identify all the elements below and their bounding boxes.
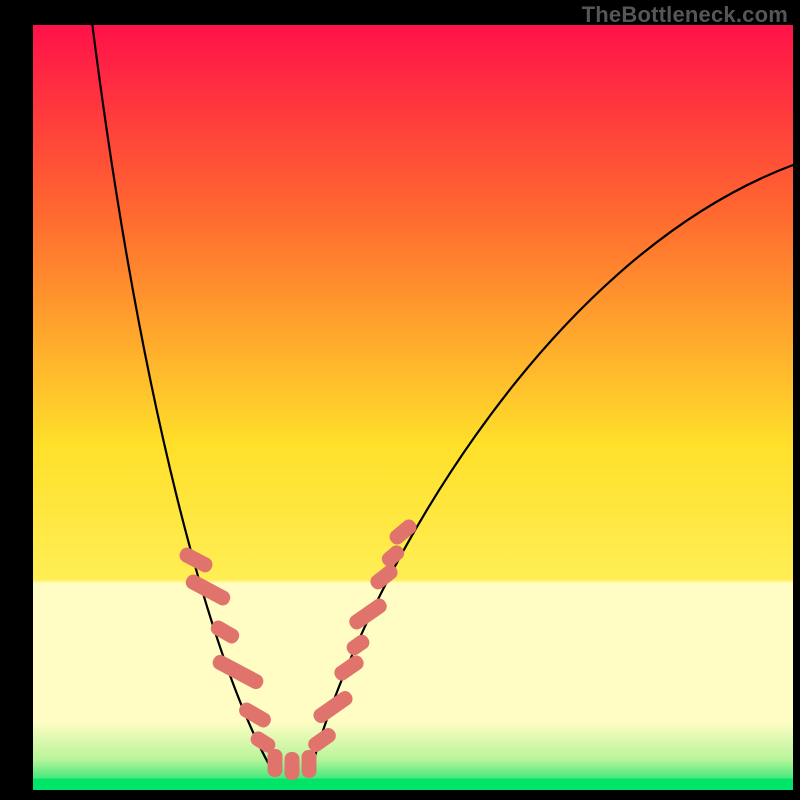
gradient-area [33, 25, 793, 790]
marker-capsule [285, 752, 300, 780]
bottom-green-band [33, 779, 793, 790]
chart-svg [0, 0, 800, 800]
marker-capsule [268, 749, 283, 777]
chart-container: TheBottleneck.com [0, 0, 800, 800]
watermark-text: TheBottleneck.com [582, 2, 788, 28]
marker-capsule [302, 750, 317, 778]
